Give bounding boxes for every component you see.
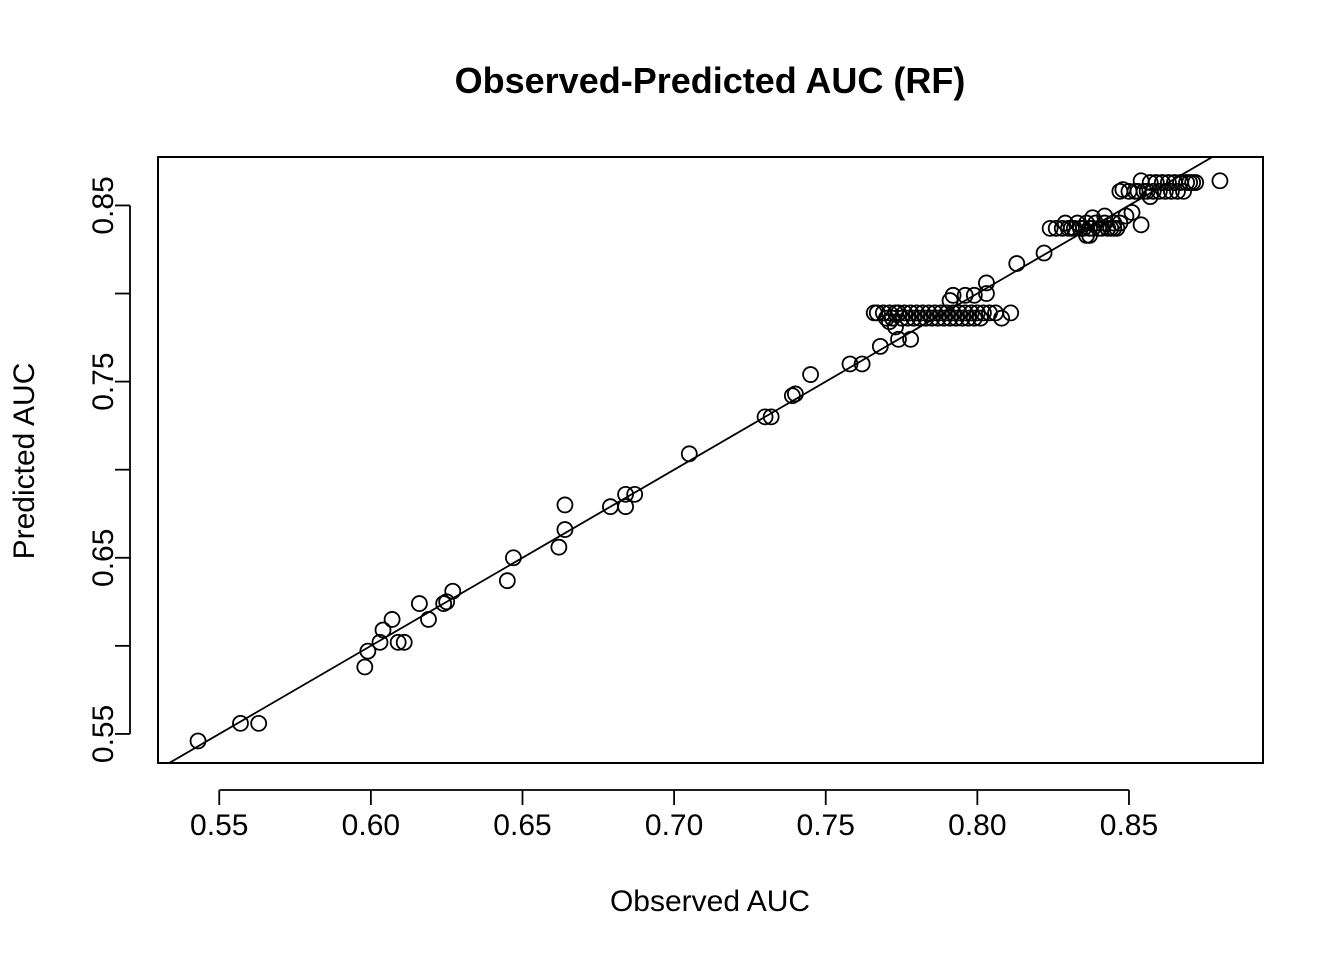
data-point: [871, 337, 889, 355]
y-tick-label: 0.55: [87, 705, 120, 763]
data-point: [756, 408, 774, 426]
x-axis-title: Observed AUC: [610, 885, 810, 918]
data-point: [1002, 304, 1020, 322]
data-point: [359, 642, 377, 660]
data-point: [944, 286, 962, 304]
data-point: [902, 330, 920, 348]
data-point: [881, 313, 898, 331]
data-point: [978, 274, 995, 292]
data-point: [1008, 255, 1026, 272]
data-point: [435, 595, 453, 612]
data-point: [232, 714, 249, 732]
y-tick-label: 0.65: [87, 529, 120, 587]
data-point: [1123, 204, 1141, 221]
data-point: [1035, 244, 1053, 262]
x-tick-label: 0.75: [797, 809, 855, 842]
x-axis: 0.55 0.60 0.65 0.70 0.75 0.80 0.85: [190, 789, 1158, 842]
data-point: [1147, 174, 1165, 191]
data-point: [444, 582, 462, 600]
x-tick-label: 0.85: [1100, 809, 1158, 842]
data-point: [617, 498, 634, 516]
data-point: [389, 633, 407, 651]
data-point: [762, 408, 780, 426]
data-point: [841, 355, 859, 373]
data-point: [853, 355, 871, 373]
data-point: [956, 286, 974, 304]
data-point: [868, 304, 886, 322]
x-tick-label: 0.80: [948, 809, 1006, 842]
data-point: [383, 611, 401, 628]
y-axis-title: Predicted AUC: [8, 363, 41, 560]
data-point: [420, 611, 437, 628]
data-point: [1153, 174, 1171, 191]
data-point: [890, 330, 907, 348]
data-point: [1159, 174, 1177, 191]
data-point: [556, 521, 574, 538]
data-point: [965, 286, 983, 304]
data-point: [1163, 182, 1180, 200]
data-point: [680, 445, 698, 463]
x-tick-label: 0.55: [190, 809, 248, 842]
chart-title: Observed-Predicted AUC (RF): [455, 60, 966, 101]
x-tick-label: 0.70: [645, 809, 703, 842]
plot-frame: [157, 156, 1264, 764]
data-point: [1150, 182, 1168, 200]
data-point: [371, 633, 389, 651]
data-point: [626, 485, 644, 503]
y-tick-label: 0.75: [87, 352, 120, 410]
data-point: [356, 658, 374, 676]
y-axis: 0.55 0.65 0.75 0.85: [87, 176, 131, 763]
data-point: [410, 595, 428, 612]
data-point: [189, 732, 207, 750]
data-point: [802, 366, 819, 383]
data-point: [975, 304, 992, 322]
data-point: [617, 485, 634, 503]
data-point: [550, 538, 568, 556]
data-point: [978, 285, 995, 302]
x-tick-label: 0.65: [493, 809, 551, 842]
data-point: [1175, 182, 1192, 200]
data-point: [1132, 216, 1150, 234]
data-point: [1144, 182, 1162, 200]
data-point: [1141, 174, 1159, 191]
data-point: [504, 549, 522, 567]
data-point: [993, 309, 1011, 327]
data-point: [1211, 172, 1229, 190]
data-point: [556, 496, 574, 514]
data-point: [787, 385, 804, 403]
data-point: [1156, 182, 1174, 200]
data-point: [783, 387, 801, 405]
data-point: [1169, 182, 1186, 200]
data-point: [1041, 219, 1059, 237]
data-point: [374, 621, 392, 639]
data-point: [498, 572, 516, 590]
data-point: [250, 714, 268, 732]
data-point: [395, 633, 413, 651]
y-tick-label: 0.85: [87, 176, 120, 234]
x-tick-label: 0.60: [342, 809, 400, 842]
data-point: [1187, 174, 1205, 191]
